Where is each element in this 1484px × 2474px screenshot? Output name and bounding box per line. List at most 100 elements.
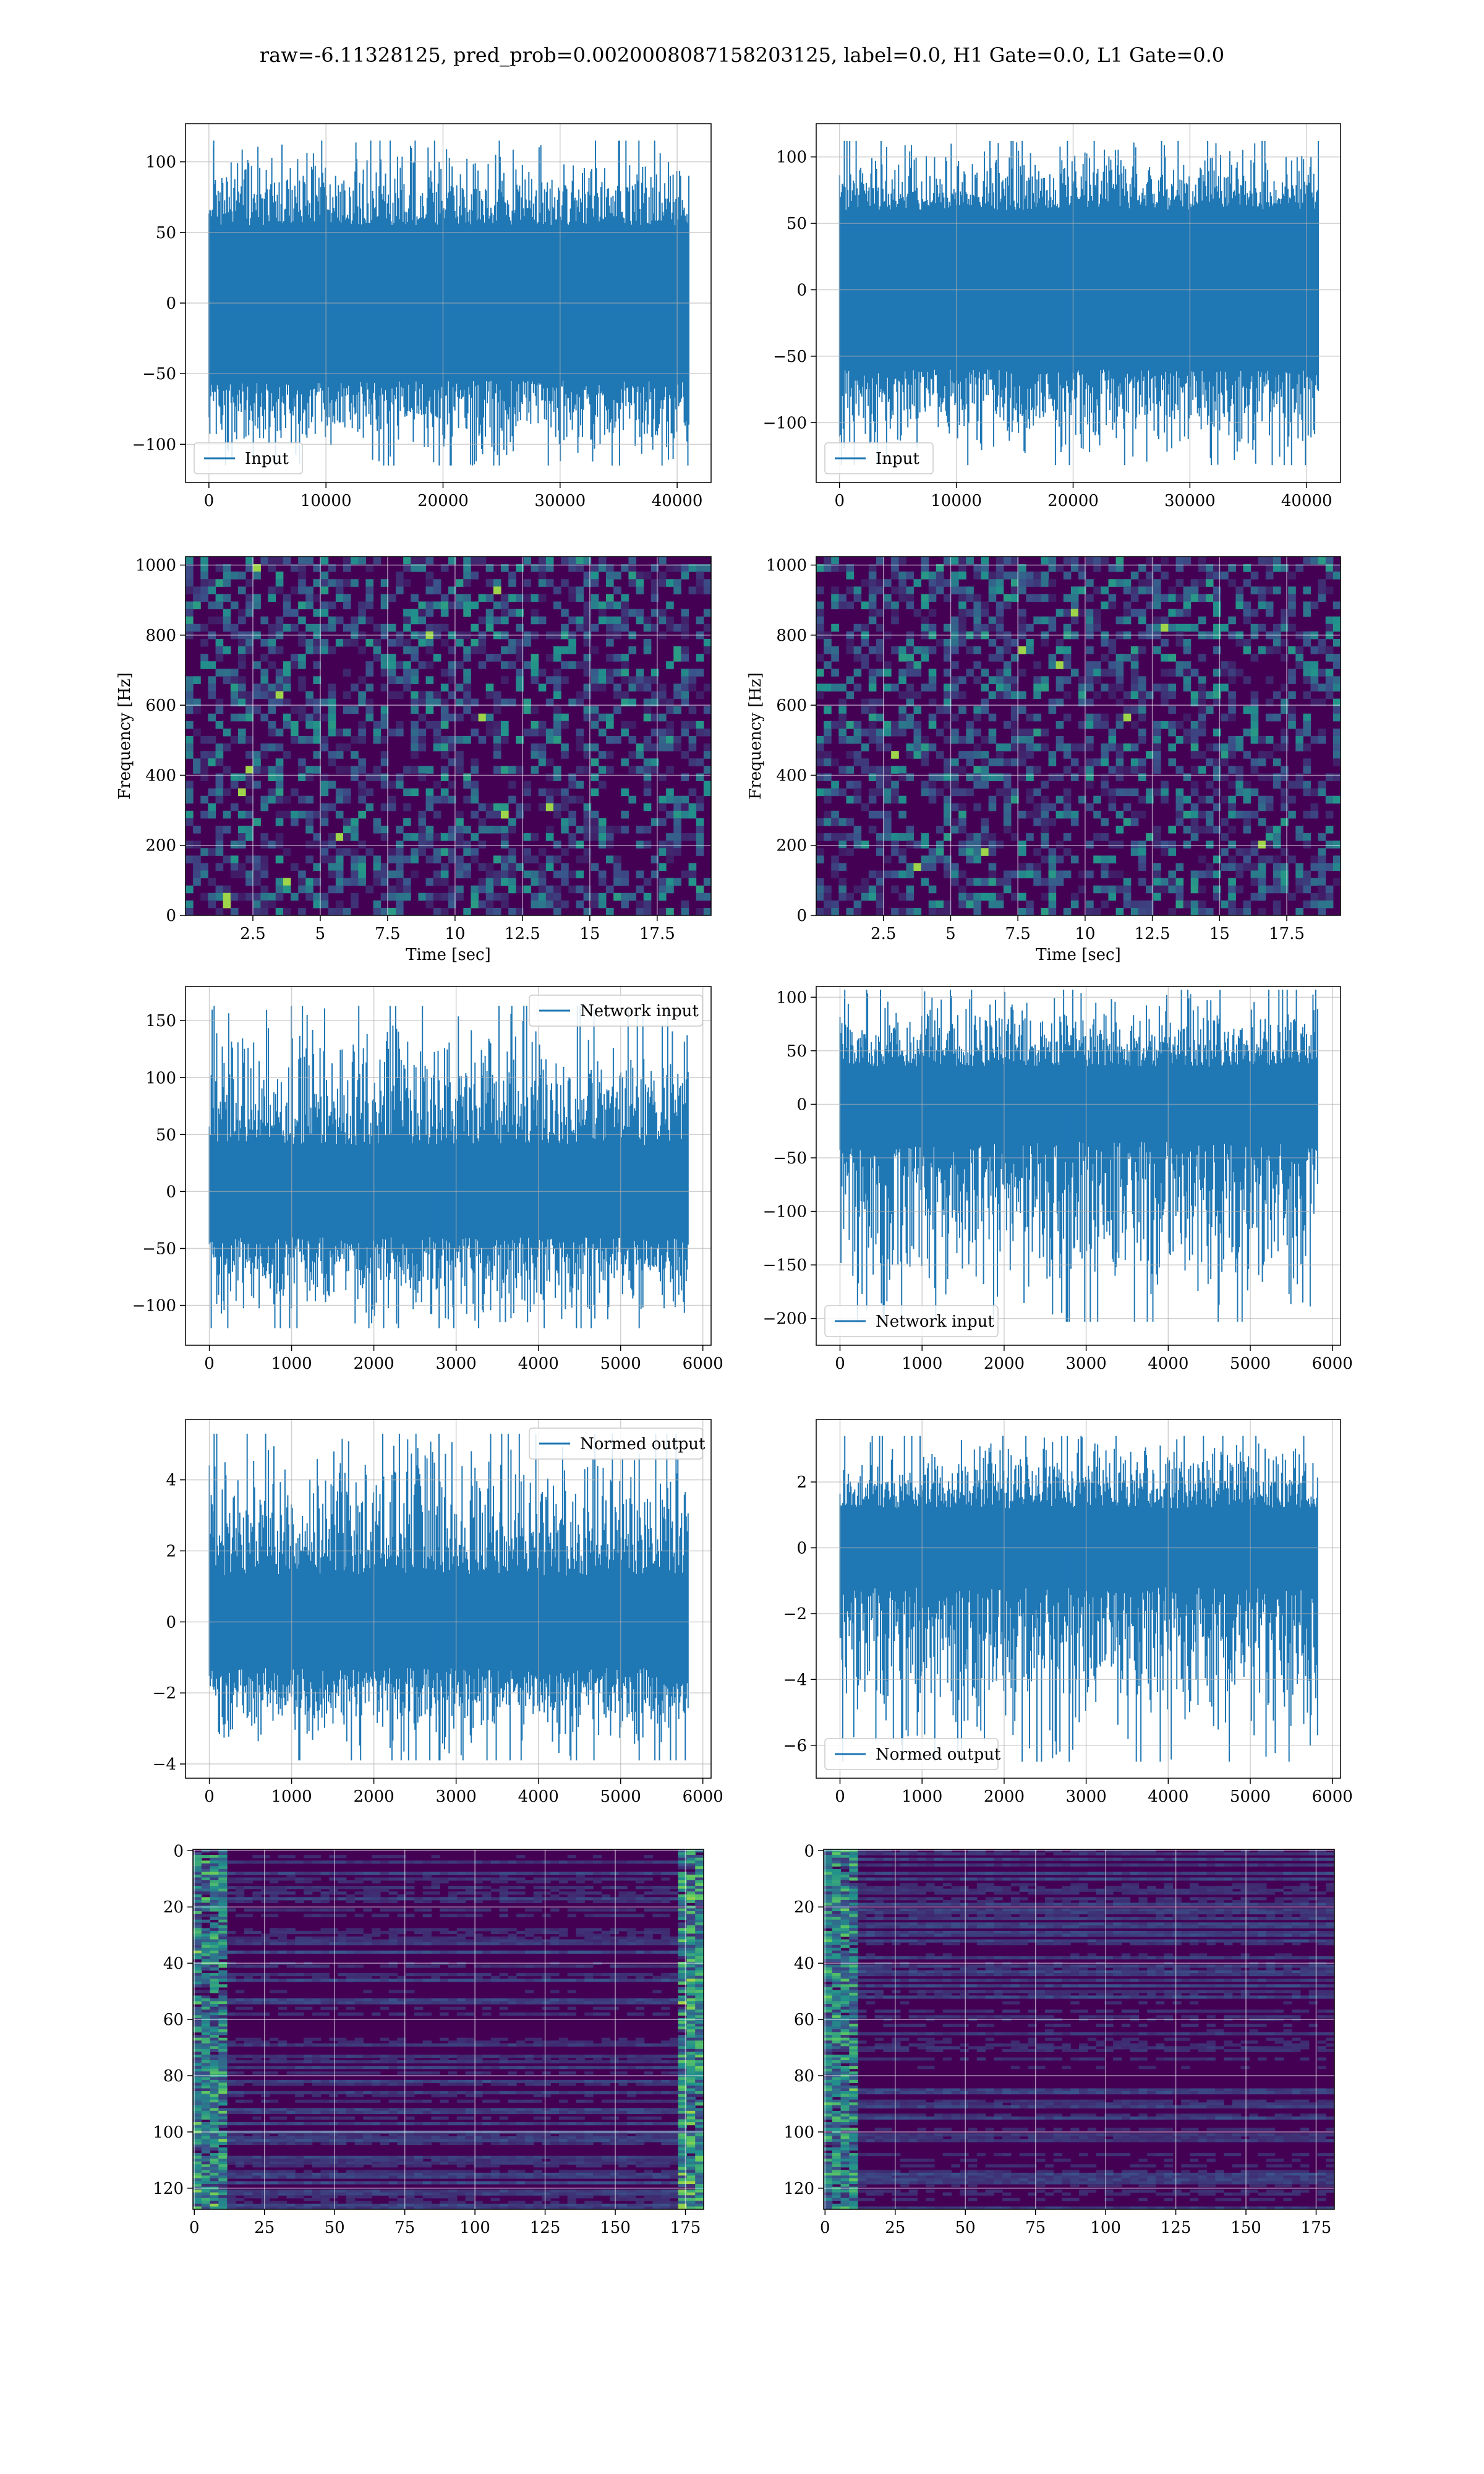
heatmap-cell xyxy=(666,833,674,841)
heatmap-cell xyxy=(260,557,269,565)
heatmap-cell xyxy=(678,1930,688,1935)
heatmap-cell xyxy=(193,878,201,886)
heatmap-cell xyxy=(501,661,509,669)
heatmap-cell xyxy=(591,892,599,901)
heatmap-cell xyxy=(245,579,254,587)
heatmap-cell xyxy=(1168,594,1176,602)
heatmap-cell xyxy=(1190,698,1199,707)
heatmap-cell xyxy=(533,1930,543,1935)
heatmap-cell xyxy=(351,826,359,834)
heatmap-cell xyxy=(499,1891,508,1895)
heatmap-cell xyxy=(876,878,884,886)
heatmap-cell xyxy=(433,698,441,707)
heatmap-cell xyxy=(363,1939,372,1943)
heatmap-cell xyxy=(380,1942,390,1946)
heatmap-cell xyxy=(688,736,697,744)
heatmap-cell xyxy=(403,788,411,797)
heatmap-cell xyxy=(1093,564,1101,572)
heatmap-cell xyxy=(591,676,599,684)
heatmap-cell xyxy=(363,1886,372,1890)
heatmap-cell xyxy=(906,713,914,722)
heatmap-cell xyxy=(411,564,419,572)
heatmap-cell xyxy=(1175,564,1184,572)
heatmap-cell xyxy=(666,728,674,737)
heatmap-cell xyxy=(958,623,966,632)
heatmap-cell xyxy=(218,1964,228,1968)
heatmap-cell xyxy=(884,661,892,669)
heatmap-cell xyxy=(1250,691,1259,700)
y-tick-label: 600 xyxy=(776,696,807,715)
heatmap-cell xyxy=(1281,788,1289,797)
heatmap-cell xyxy=(906,907,914,915)
heatmap-cell xyxy=(966,833,974,841)
heatmap-cell xyxy=(193,2021,202,2024)
heatmap-cell xyxy=(524,1908,534,1912)
heatmap-cell xyxy=(1115,810,1124,819)
heatmap-cell xyxy=(533,1877,543,1881)
heatmap-cell xyxy=(966,669,974,677)
heatmap-cell xyxy=(463,781,471,789)
heatmap-cell xyxy=(380,623,389,632)
heatmap-cell xyxy=(278,1998,288,2002)
heatmap-cell xyxy=(286,1973,296,1977)
heatmap-cell xyxy=(876,907,884,915)
heatmap-cell xyxy=(343,818,351,826)
heatmap-cell xyxy=(358,616,366,625)
heatmap-cell xyxy=(215,795,224,804)
x-tick-label: 3000 xyxy=(436,1355,477,1373)
heatmap-cell xyxy=(303,1908,313,1912)
heatmap-cell xyxy=(678,1914,688,1917)
heatmap-cell xyxy=(418,638,427,647)
heatmap-cell xyxy=(673,810,681,819)
heatmap-cell xyxy=(1288,623,1296,632)
heatmap-cell xyxy=(200,870,208,879)
heatmap-cell xyxy=(1273,885,1281,894)
heatmap-cell xyxy=(478,863,487,871)
heatmap-cell xyxy=(643,713,652,722)
heatmap-cell xyxy=(951,557,959,565)
heatmap-cell xyxy=(1273,907,1281,915)
heatmap-cell xyxy=(973,900,982,909)
heatmap-cell xyxy=(1063,907,1072,915)
heatmap-cell xyxy=(244,1930,253,1935)
heatmap-cell xyxy=(696,773,704,781)
heatmap-cell xyxy=(238,826,246,834)
heatmap-cell xyxy=(652,1964,662,1968)
heatmap-cell xyxy=(1033,571,1041,580)
heatmap-cell xyxy=(193,1995,202,1999)
heatmap-cell xyxy=(831,810,839,819)
heatmap-cell xyxy=(598,669,607,677)
heatmap-cell xyxy=(1033,788,1041,797)
heatmap-cell xyxy=(542,1860,551,1864)
heatmap-cell xyxy=(411,736,419,744)
heatmap-cell xyxy=(295,1930,304,1935)
heatmap-cell xyxy=(824,646,832,654)
y-tick-label: −100 xyxy=(132,435,176,454)
heatmap-cell xyxy=(305,795,313,804)
heatmap-cell xyxy=(553,683,561,691)
heatmap-cell xyxy=(686,1872,696,1875)
heatmap-cell xyxy=(695,1956,704,1959)
heatmap-cell xyxy=(210,1908,219,1912)
heatmap-cell xyxy=(1018,892,1026,901)
heatmap-cell xyxy=(471,571,479,580)
heatmap-cell xyxy=(338,1886,347,1890)
heatmap-cell xyxy=(591,669,599,677)
heatmap-cell xyxy=(884,788,892,797)
heatmap-cell xyxy=(320,579,329,587)
heatmap-cell xyxy=(201,1959,211,1963)
heatmap-cell xyxy=(906,773,914,781)
heatmap-cell xyxy=(635,1880,645,1884)
heatmap-cell xyxy=(1198,885,1206,894)
heatmap-cell xyxy=(193,1908,202,1912)
heatmap-cell xyxy=(1325,676,1334,684)
heatmap-cell xyxy=(493,766,501,774)
heatmap-cell xyxy=(448,848,456,856)
heatmap-cell xyxy=(1190,743,1199,751)
heatmap-cell xyxy=(186,736,194,744)
heatmap-cell xyxy=(906,661,914,669)
heatmap-cell xyxy=(958,557,966,565)
heatmap-cell xyxy=(1010,706,1019,714)
heatmap-cell xyxy=(868,586,877,594)
heatmap-cell xyxy=(678,1933,688,1937)
